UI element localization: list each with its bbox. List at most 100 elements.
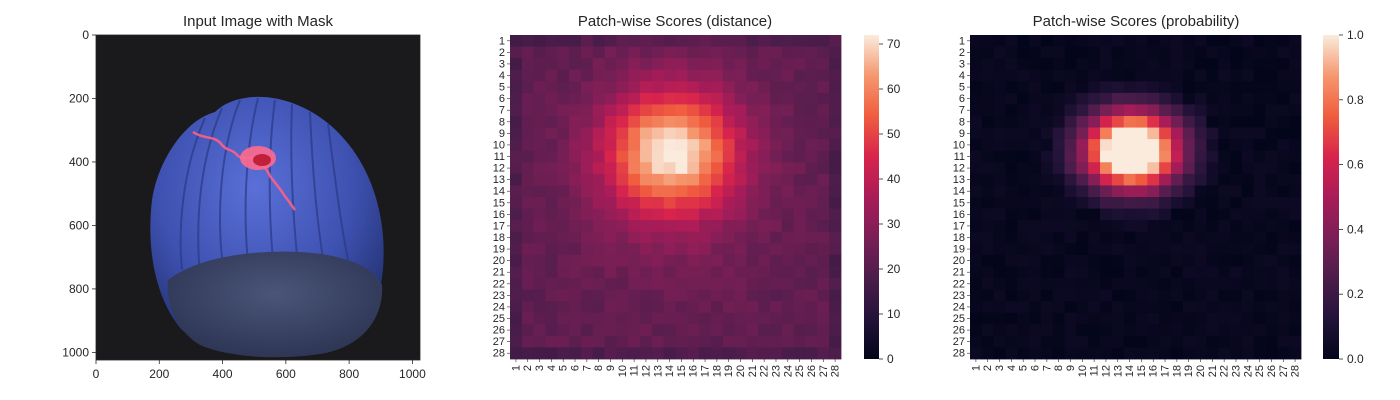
heatmap-cell — [640, 220, 653, 233]
heatmap-cell — [829, 185, 842, 198]
heatmap-cell — [663, 116, 676, 128]
heatmap-cell — [1111, 185, 1125, 198]
heatmap-cell — [604, 35, 617, 47]
heatmap-cell — [580, 266, 594, 279]
heatmap-cell — [781, 278, 795, 290]
heatmap-cell — [616, 335, 629, 348]
heatmap-cell — [1206, 69, 1219, 82]
heatmap-cell — [1194, 46, 1207, 59]
heatmap-cell — [651, 278, 665, 290]
heatmap-cell — [1005, 104, 1018, 117]
heatmap-cell — [1005, 46, 1018, 59]
heatmap-cell — [545, 220, 558, 233]
heatmap-cell — [569, 301, 582, 314]
x-tick-label: 600 — [276, 367, 296, 381]
heatmap-cell — [1017, 69, 1030, 82]
row-label: 19 — [953, 244, 965, 256]
input-image-title: Input Image with Mask — [183, 13, 334, 30]
row-label: 4 — [959, 70, 965, 82]
heatmap-cell — [1052, 312, 1065, 325]
heatmap-cell — [1040, 324, 1054, 337]
heatmap-cell — [545, 69, 558, 82]
heatmap-cell — [1265, 208, 1278, 221]
heatmap-cell — [1100, 116, 1113, 128]
heatmap-cell — [829, 116, 842, 128]
x-tick-label: 800 — [339, 367, 359, 381]
heatmap-cell — [699, 185, 712, 198]
heatmap-cell — [722, 335, 736, 348]
heatmap-cell — [675, 35, 688, 47]
heatmap-cell — [1052, 162, 1065, 175]
heatmap-cell — [1123, 266, 1136, 279]
heatmap-cell — [817, 104, 830, 117]
heatmap-cell — [1123, 92, 1136, 105]
heatmap-cell — [687, 301, 700, 314]
heatmap-cell — [1052, 35, 1065, 47]
heatmap-cell — [1040, 185, 1054, 198]
heatmap-cell — [675, 162, 688, 175]
heatmap-cell — [510, 254, 523, 267]
heatmap-cell — [734, 185, 747, 198]
heatmap-cell — [1064, 208, 1077, 221]
heatmap-cell — [651, 58, 665, 71]
heatmap-cell — [758, 289, 771, 302]
heatmap-cell — [1147, 220, 1160, 233]
heatmap-cell — [710, 301, 724, 314]
heatmap-cell — [1147, 35, 1160, 47]
heatmap-cell — [993, 243, 1006, 256]
heatmap-cell — [1147, 104, 1160, 117]
heatmap-cell — [970, 104, 983, 117]
heatmap-cell — [1182, 139, 1196, 152]
heatmap-cell — [616, 92, 629, 105]
col-label: 25 — [794, 365, 806, 377]
heatmap-cell — [1111, 69, 1125, 82]
heatmap-cell — [1194, 81, 1207, 94]
heatmap-cell — [805, 347, 818, 360]
heatmap-cell — [521, 139, 535, 152]
heatmap-cell — [734, 92, 747, 105]
heatmap-cell — [675, 266, 688, 279]
heatmap-cell — [1005, 197, 1018, 209]
heatmap-cell — [1253, 81, 1266, 94]
heatmap-cell — [1005, 301, 1018, 314]
heatmap-cell — [521, 127, 535, 140]
heatmap-cell — [1123, 46, 1136, 59]
heatmap-cell — [1289, 35, 1302, 47]
heatmap-cell — [1182, 289, 1196, 302]
heatmap-cell — [1194, 208, 1207, 221]
heatmap-cell — [663, 46, 676, 59]
col-label: 1 — [510, 365, 522, 371]
heatmap-cell — [1135, 116, 1148, 128]
heatmap-cell — [722, 220, 736, 233]
heatmap-cell — [1135, 289, 1148, 302]
heatmap-cell — [1170, 185, 1184, 198]
heatmap-cell — [640, 127, 653, 140]
heatmap-cell — [510, 278, 523, 290]
heatmap-cell — [758, 347, 771, 360]
row-label: 13 — [953, 174, 965, 186]
heatmap-cell — [1040, 104, 1054, 117]
heatmap-cell — [1206, 243, 1219, 256]
heatmap-cell — [1241, 220, 1255, 233]
heatmap-cell — [1253, 35, 1266, 47]
heatmap-cell — [817, 162, 830, 175]
heatmap-cell — [1064, 347, 1077, 360]
probability-heatmap-row-labels: 1234567891011121314151617181920212223242… — [953, 35, 970, 360]
heatmap-cell — [1253, 58, 1266, 71]
heatmap-cell — [616, 254, 629, 267]
heatmap-cell — [1040, 150, 1054, 163]
heatmap-cell — [981, 173, 995, 186]
heatmap-cell — [1147, 312, 1160, 325]
heatmap-cell — [817, 139, 830, 152]
heatmap-cell — [710, 46, 724, 59]
heatmap-cell — [710, 335, 724, 348]
heatmap-cell — [616, 324, 629, 337]
heatmap-cell — [699, 335, 712, 348]
heatmap-cell — [521, 208, 535, 221]
heatmap-cell — [1265, 127, 1278, 140]
heatmap-cell — [1194, 231, 1207, 244]
heatmap-cell — [1005, 231, 1018, 244]
heatmap-cell — [817, 347, 830, 360]
heatmap-cell — [793, 266, 806, 279]
heatmap-cell — [829, 243, 842, 256]
